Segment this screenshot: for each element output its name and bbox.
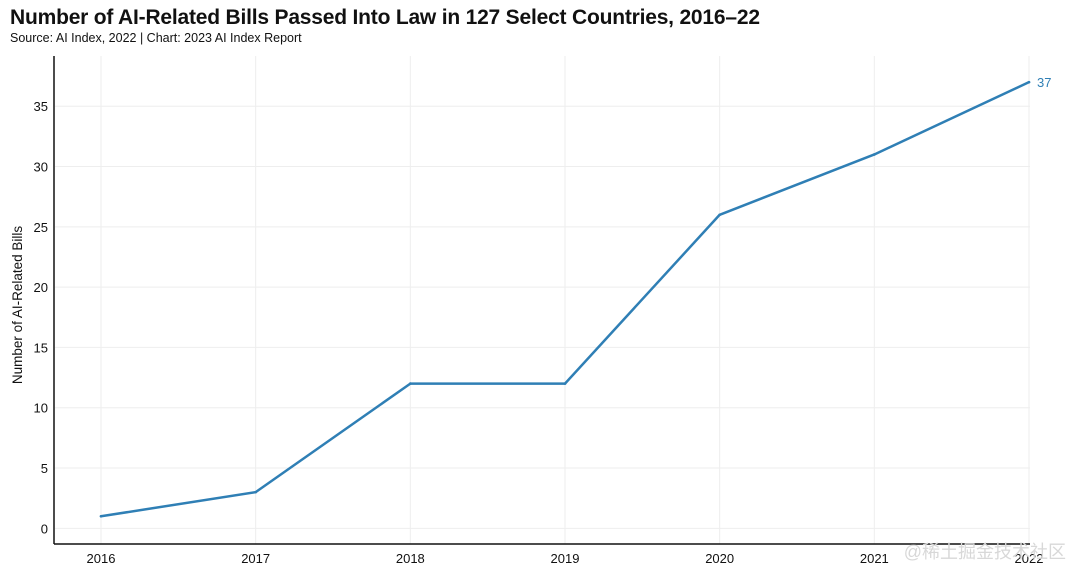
x-tick-label: 2021 (860, 551, 889, 566)
x-tick-label: 2019 (551, 551, 580, 566)
x-tick-label: 2018 (396, 551, 425, 566)
x-tick-label: 2017 (241, 551, 270, 566)
y-tick-label: 30 (34, 160, 48, 175)
y-tick-label: 0 (41, 521, 48, 536)
y-tick-label: 15 (34, 340, 48, 355)
data-point (873, 153, 876, 156)
data-point (1027, 80, 1031, 84)
data-point (718, 213, 721, 217)
chart-subtitle: Source: AI Index, 2022 | Chart: 2023 AI … (10, 31, 302, 45)
gridlines (55, 56, 1030, 544)
y-tick-label: 5 (41, 461, 48, 476)
y-tick-label: 20 (34, 280, 48, 295)
y-tick-label: 10 (34, 401, 48, 416)
data-point (99, 514, 103, 518)
x-tick-label: 2020 (705, 551, 734, 566)
data-point (409, 382, 412, 385)
y-tick-label: 35 (34, 99, 48, 114)
x-tick-label: 2022 (1015, 551, 1044, 566)
data-point (563, 382, 567, 385)
tick-labels: 0 5 10 15 20 25 30 35 2016 2017 2018 2019 2020 2021 20… (34, 99, 1044, 566)
watermark-text: @稀土掘金技术社区 (903, 542, 1066, 562)
y-axis-label: Number of AI-Related Bills (10, 226, 25, 385)
series: 37 (99, 75, 1051, 518)
end-value-label: 37 (1037, 75, 1051, 90)
data-point (254, 490, 257, 494)
axes: Number of AI-Related Bills (10, 56, 1030, 545)
x-tick-label: 2016 (87, 551, 116, 566)
chart-title: Number of AI-Related Bills Passed Into L… (10, 6, 760, 29)
y-tick-label: 25 (34, 220, 48, 235)
